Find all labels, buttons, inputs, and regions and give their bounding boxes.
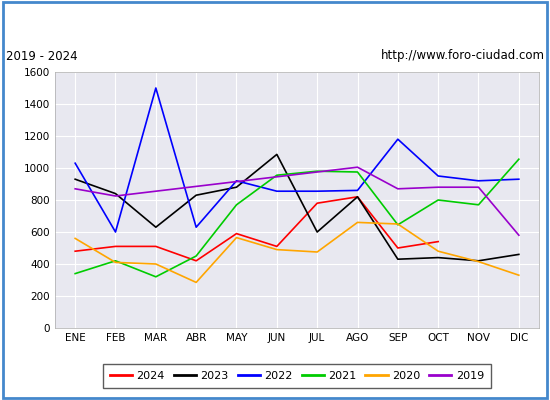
Text: 2019 - 2024: 2019 - 2024 xyxy=(6,50,77,62)
Legend: 2024, 2023, 2022, 2021, 2020, 2019: 2024, 2023, 2022, 2021, 2020, 2019 xyxy=(103,364,491,388)
Text: Evolucion Nº Turistas Nacionales en el municipio de Santa María de la Alameda: Evolucion Nº Turistas Nacionales en el m… xyxy=(0,13,550,27)
Text: http://www.foro-ciudad.com: http://www.foro-ciudad.com xyxy=(381,50,544,62)
